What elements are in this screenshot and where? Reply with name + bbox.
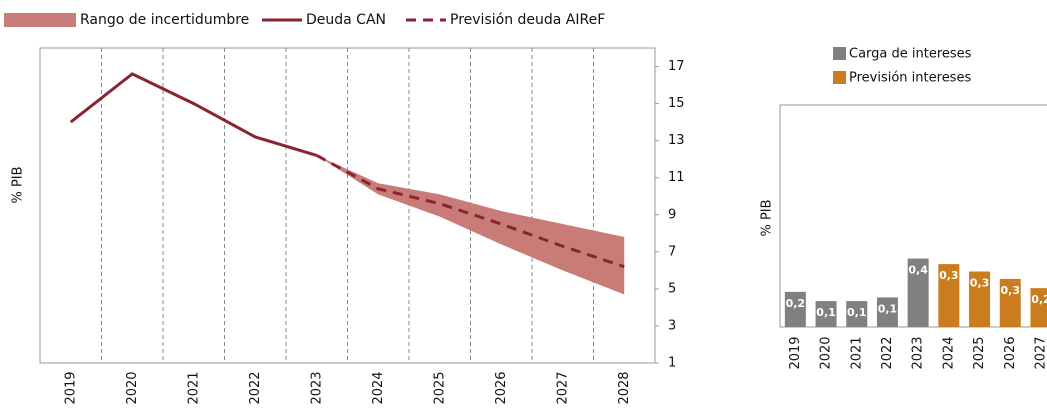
y-tick-label: 17 [668,59,685,74]
value-label: 0,2 [1031,293,1047,306]
y-tick-label: 3 [668,318,676,333]
legend-label: Carga de intereses [849,47,972,62]
x-tick-label: 2023 [911,336,926,369]
y-tick-label: 11 [668,170,685,185]
y-tick-label: 13 [668,133,685,148]
x-tick-label: 2024 [371,371,386,404]
y-axis-label: % PIB [11,166,26,203]
x-tick-label: 2025 [972,336,987,369]
x-tick-label: 2019 [63,371,78,404]
x-tick-label: 2025 [432,371,447,404]
x-tick-label: 2026 [1003,336,1018,369]
x-tick-label: 2021 [186,371,201,404]
legend-swatch [4,13,76,27]
bar [938,264,960,327]
legend-swatch [833,47,846,60]
x-tick-label: 2027 [555,371,570,404]
x-tick-label: 2020 [125,371,140,404]
legend-label: Rango de incertidumbre [80,12,249,28]
value-label: 0,1 [847,306,867,319]
value-label: 0,1 [878,302,898,315]
value-label: 0,3 [970,277,990,290]
x-tick-label: 2021 [849,336,864,369]
x-tick-label: 2022 [880,336,895,369]
x-tick-label: 2022 [248,371,263,404]
bar [784,291,806,327]
value-label: 0,2 [786,297,806,310]
y-tick-label: 5 [668,281,676,296]
uncertainty-band [316,155,625,295]
legend-label: Previsión intereses [849,71,971,86]
x-tick-label: 2027 [1033,336,1047,369]
y-tick-label: 15 [668,96,685,111]
bar [815,301,837,327]
x-tick-label: 2028 [617,371,632,404]
value-label: 0,4 [908,264,928,277]
legend-swatch [833,71,846,84]
y-tick-label: 7 [668,244,676,259]
value-label: 0,1 [816,306,836,319]
legend-label: Deuda CAN [306,12,386,28]
legend-label: Previsión deuda AIReF [450,12,605,28]
y-tick-label: 9 [668,207,676,222]
y-tick-label: 1 [668,356,676,371]
line [316,154,625,269]
bar [969,271,991,327]
value-label: 0,3 [1001,284,1021,297]
value-label: 0,3 [939,269,959,282]
x-tick-label: 2026 [494,371,509,404]
bar [907,258,929,327]
line [69,72,318,157]
bar [1030,288,1047,327]
x-tick-label: 2024 [941,336,956,369]
x-tick-label: 2023 [309,371,324,404]
x-tick-label: 2019 [788,336,803,369]
bar [876,297,898,327]
bar [846,301,868,327]
y-axis-label: % PIB [760,199,775,236]
x-tick-label: 2020 [819,336,834,369]
bar [999,278,1021,327]
